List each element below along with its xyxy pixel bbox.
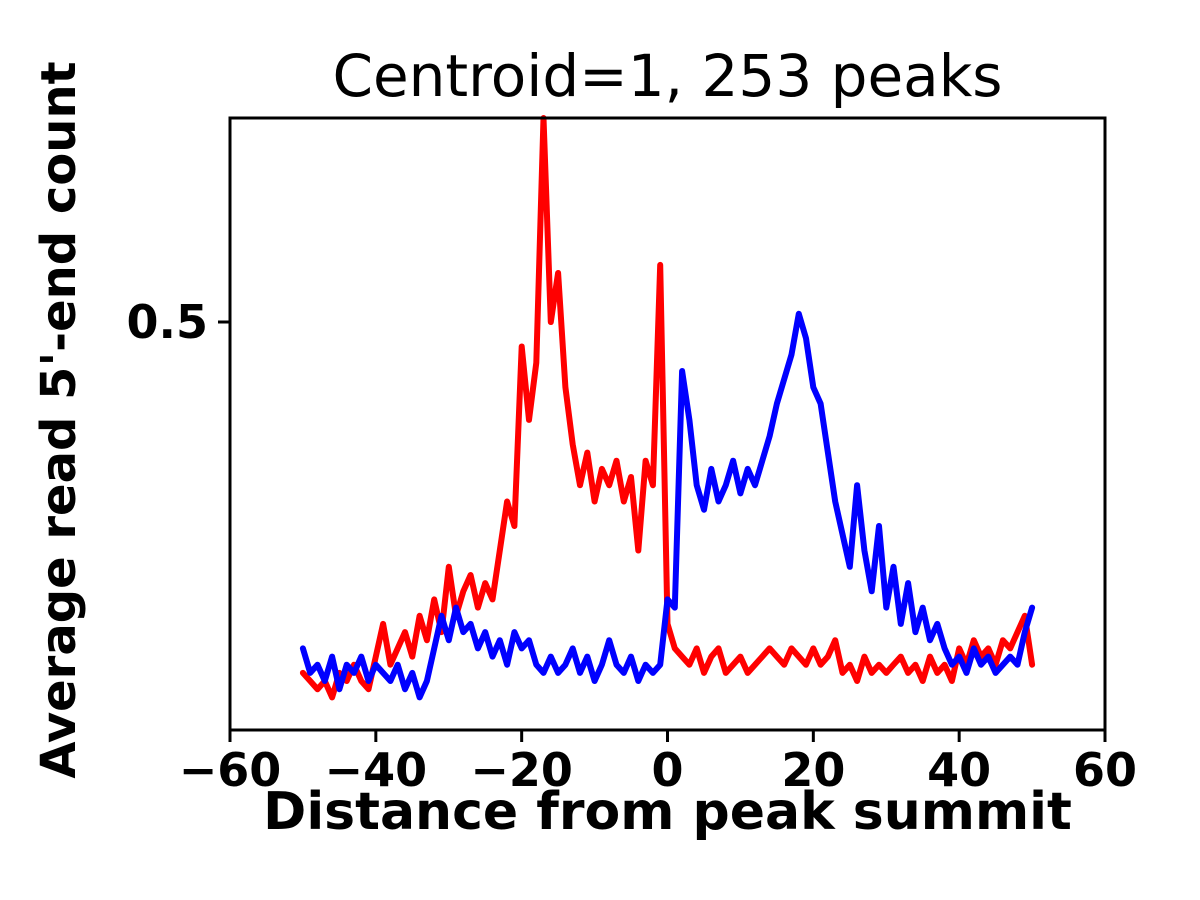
x-tick-label: −40: [325, 743, 428, 797]
x-tick-label: 60: [1073, 743, 1137, 797]
chart-title: Centroid=1, 253 peaks: [332, 42, 1003, 110]
series-reverse-strand-line: [299, 310, 1036, 701]
x-tick-label: 0: [651, 743, 683, 797]
x-tick-label: −20: [470, 743, 573, 797]
x-tick-label: 40: [927, 743, 991, 797]
x-axis-label: Distance from peak summit: [263, 782, 1072, 842]
y-tick-label: 0.5: [127, 295, 209, 349]
x-tick-label: −60: [179, 743, 282, 797]
x-tick-label: 20: [781, 743, 845, 797]
